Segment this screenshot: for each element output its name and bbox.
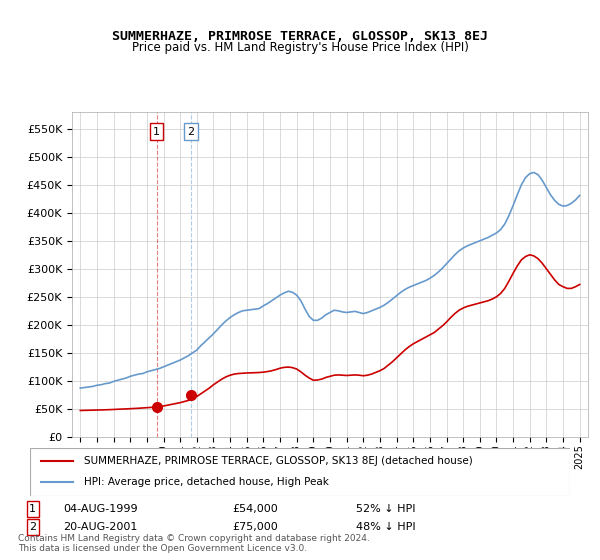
Text: 1: 1 <box>29 504 36 514</box>
Text: SUMMERHAZE, PRIMROSE TERRACE, GLOSSOP, SK13 8EJ (detached house): SUMMERHAZE, PRIMROSE TERRACE, GLOSSOP, S… <box>84 456 473 466</box>
Text: Contains HM Land Registry data © Crown copyright and database right 2024.
This d: Contains HM Land Registry data © Crown c… <box>18 534 370 553</box>
Text: 2: 2 <box>187 127 194 137</box>
Text: 2: 2 <box>29 522 37 532</box>
Text: 20-AUG-2001: 20-AUG-2001 <box>63 522 137 532</box>
Text: £75,000: £75,000 <box>232 522 278 532</box>
FancyBboxPatch shape <box>30 448 570 496</box>
Text: HPI: Average price, detached house, High Peak: HPI: Average price, detached house, High… <box>84 477 329 487</box>
Text: 48% ↓ HPI: 48% ↓ HPI <box>356 522 416 532</box>
Text: SUMMERHAZE, PRIMROSE TERRACE, GLOSSOP, SK13 8EJ: SUMMERHAZE, PRIMROSE TERRACE, GLOSSOP, S… <box>112 30 488 43</box>
Text: 04-AUG-1999: 04-AUG-1999 <box>63 504 138 514</box>
Text: £54,000: £54,000 <box>232 504 278 514</box>
Text: 1: 1 <box>153 127 160 137</box>
Text: Price paid vs. HM Land Registry's House Price Index (HPI): Price paid vs. HM Land Registry's House … <box>131 41 469 54</box>
Text: 52% ↓ HPI: 52% ↓ HPI <box>356 504 416 514</box>
